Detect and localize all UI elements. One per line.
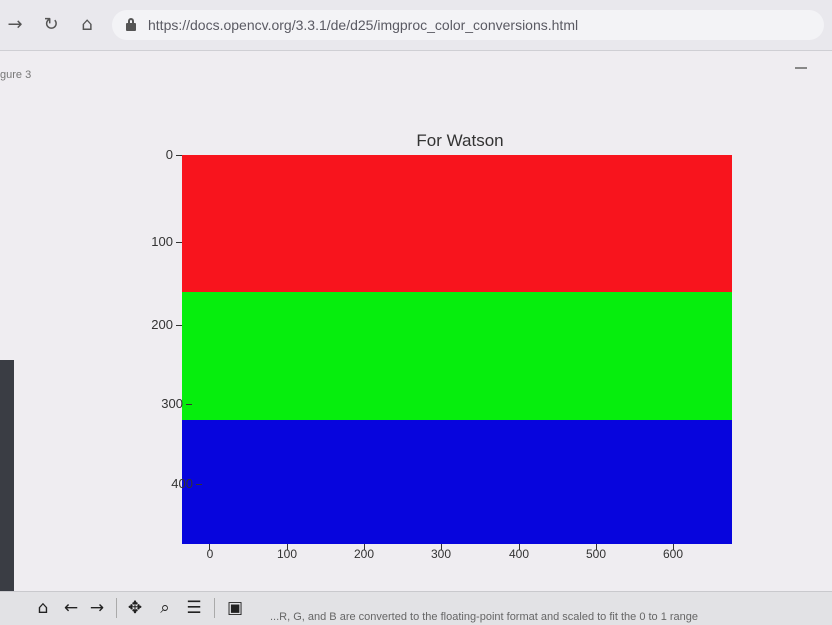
plot-title: For Watson bbox=[416, 131, 504, 150]
x-tick-mark bbox=[287, 544, 288, 550]
lock-icon bbox=[126, 18, 136, 31]
configure-subplots-icon[interactable]: ☰ bbox=[186, 598, 202, 618]
x-tick-mark bbox=[596, 544, 597, 550]
toolbar-separator bbox=[116, 598, 117, 618]
x-tick-mark bbox=[673, 544, 674, 550]
status-text: ...R, G, and B are converted to the floa… bbox=[270, 611, 699, 623]
red-band bbox=[182, 155, 732, 292]
y-tick-mark bbox=[196, 484, 202, 485]
left-dock bbox=[0, 360, 14, 591]
minimize-icon[interactable] bbox=[795, 67, 807, 69]
matplotlib-toolbar: ⌂ ← → ✥ ⌕ ☰ ▣ ...R, G, and B are convert… bbox=[0, 591, 832, 625]
arrow-right-icon[interactable]: → bbox=[7, 14, 23, 35]
x-tick-label: 500 bbox=[585, 547, 607, 561]
green-band bbox=[182, 292, 732, 420]
y-tick-label: 400 bbox=[171, 476, 193, 491]
x-tick-mark bbox=[364, 544, 365, 550]
zoom-icon[interactable]: ⌕ bbox=[160, 598, 170, 618]
x-tick-label: 600 bbox=[662, 547, 684, 561]
home-icon[interactable]: ⌂ bbox=[81, 14, 93, 35]
x-tick-label: 400 bbox=[508, 547, 530, 561]
matplotlib-figure-window: gure 3 For Watson 0 100 200 300 400 0 10… bbox=[0, 51, 832, 591]
x-tick-mark bbox=[441, 544, 442, 550]
x-tick-mark bbox=[209, 544, 210, 550]
y-tick-mark bbox=[176, 242, 182, 243]
x-tick-label: 0 bbox=[206, 547, 214, 561]
address-bar[interactable]: https://docs.opencv.org/3.3.1/de/d25/img… bbox=[112, 10, 824, 40]
x-tick-label: 200 bbox=[353, 547, 375, 561]
pan-icon[interactable]: ✥ bbox=[127, 598, 143, 618]
x-tick-label: 300 bbox=[430, 547, 452, 561]
y-tick-mark bbox=[176, 155, 182, 156]
browser-toolbar: → ↻ ⌂ https://docs.opencv.org/3.3.1/de/d… bbox=[0, 0, 832, 51]
toolbar-separator bbox=[214, 598, 215, 618]
y-tick-label: 100 bbox=[151, 234, 173, 249]
window-title: gure 3 bbox=[0, 69, 32, 81]
y-tick-label: 0 bbox=[165, 147, 173, 162]
x-tick-label: 100 bbox=[276, 547, 298, 561]
url-text: https://docs.opencv.org/3.3.1/de/d25/img… bbox=[148, 17, 579, 33]
forward-arrow-icon[interactable]: → bbox=[89, 598, 105, 618]
x-tick-mark bbox=[519, 544, 520, 550]
y-tick-mark bbox=[176, 325, 182, 326]
y-tick-label: 200 bbox=[151, 317, 173, 332]
window-title-bar: gure 3 bbox=[0, 51, 832, 85]
back-arrow-icon[interactable]: ← bbox=[63, 598, 79, 618]
reload-icon[interactable]: ↻ bbox=[43, 14, 59, 35]
image-plot bbox=[182, 155, 732, 544]
save-icon[interactable]: ▣ bbox=[226, 598, 244, 618]
y-tick-mark bbox=[186, 404, 192, 405]
blue-band bbox=[182, 420, 732, 544]
y-tick-label: 300 bbox=[161, 396, 183, 411]
home-icon[interactable]: ⌂ bbox=[37, 598, 49, 618]
